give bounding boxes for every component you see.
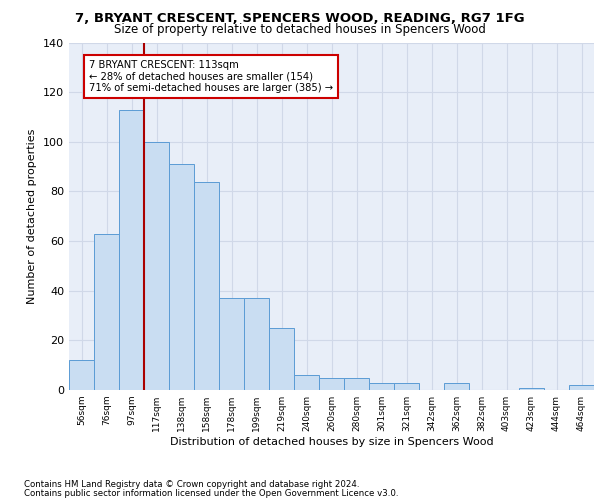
Text: 7 BRYANT CRESCENT: 113sqm
← 28% of detached houses are smaller (154)
71% of semi: 7 BRYANT CRESCENT: 113sqm ← 28% of detac… — [89, 60, 333, 93]
Bar — [269, 328, 294, 390]
Text: Contains HM Land Registry data © Crown copyright and database right 2024.: Contains HM Land Registry data © Crown c… — [24, 480, 359, 489]
X-axis label: Distribution of detached houses by size in Spencers Wood: Distribution of detached houses by size … — [170, 437, 493, 447]
Bar — [219, 298, 244, 390]
Bar — [569, 385, 594, 390]
Bar — [344, 378, 369, 390]
Bar — [169, 164, 194, 390]
Bar — [144, 142, 169, 390]
Bar — [444, 382, 469, 390]
Bar — [369, 382, 394, 390]
Text: Contains public sector information licensed under the Open Government Licence v3: Contains public sector information licen… — [24, 488, 398, 498]
Bar — [69, 360, 94, 390]
Bar — [319, 378, 344, 390]
Y-axis label: Number of detached properties: Number of detached properties — [28, 128, 37, 304]
Bar — [94, 234, 119, 390]
Bar — [119, 110, 144, 390]
Bar — [394, 382, 419, 390]
Bar — [244, 298, 269, 390]
Bar — [194, 182, 219, 390]
Text: 7, BRYANT CRESCENT, SPENCERS WOOD, READING, RG7 1FG: 7, BRYANT CRESCENT, SPENCERS WOOD, READI… — [75, 12, 525, 26]
Bar — [519, 388, 544, 390]
Text: Size of property relative to detached houses in Spencers Wood: Size of property relative to detached ho… — [114, 22, 486, 36]
Bar — [294, 375, 319, 390]
